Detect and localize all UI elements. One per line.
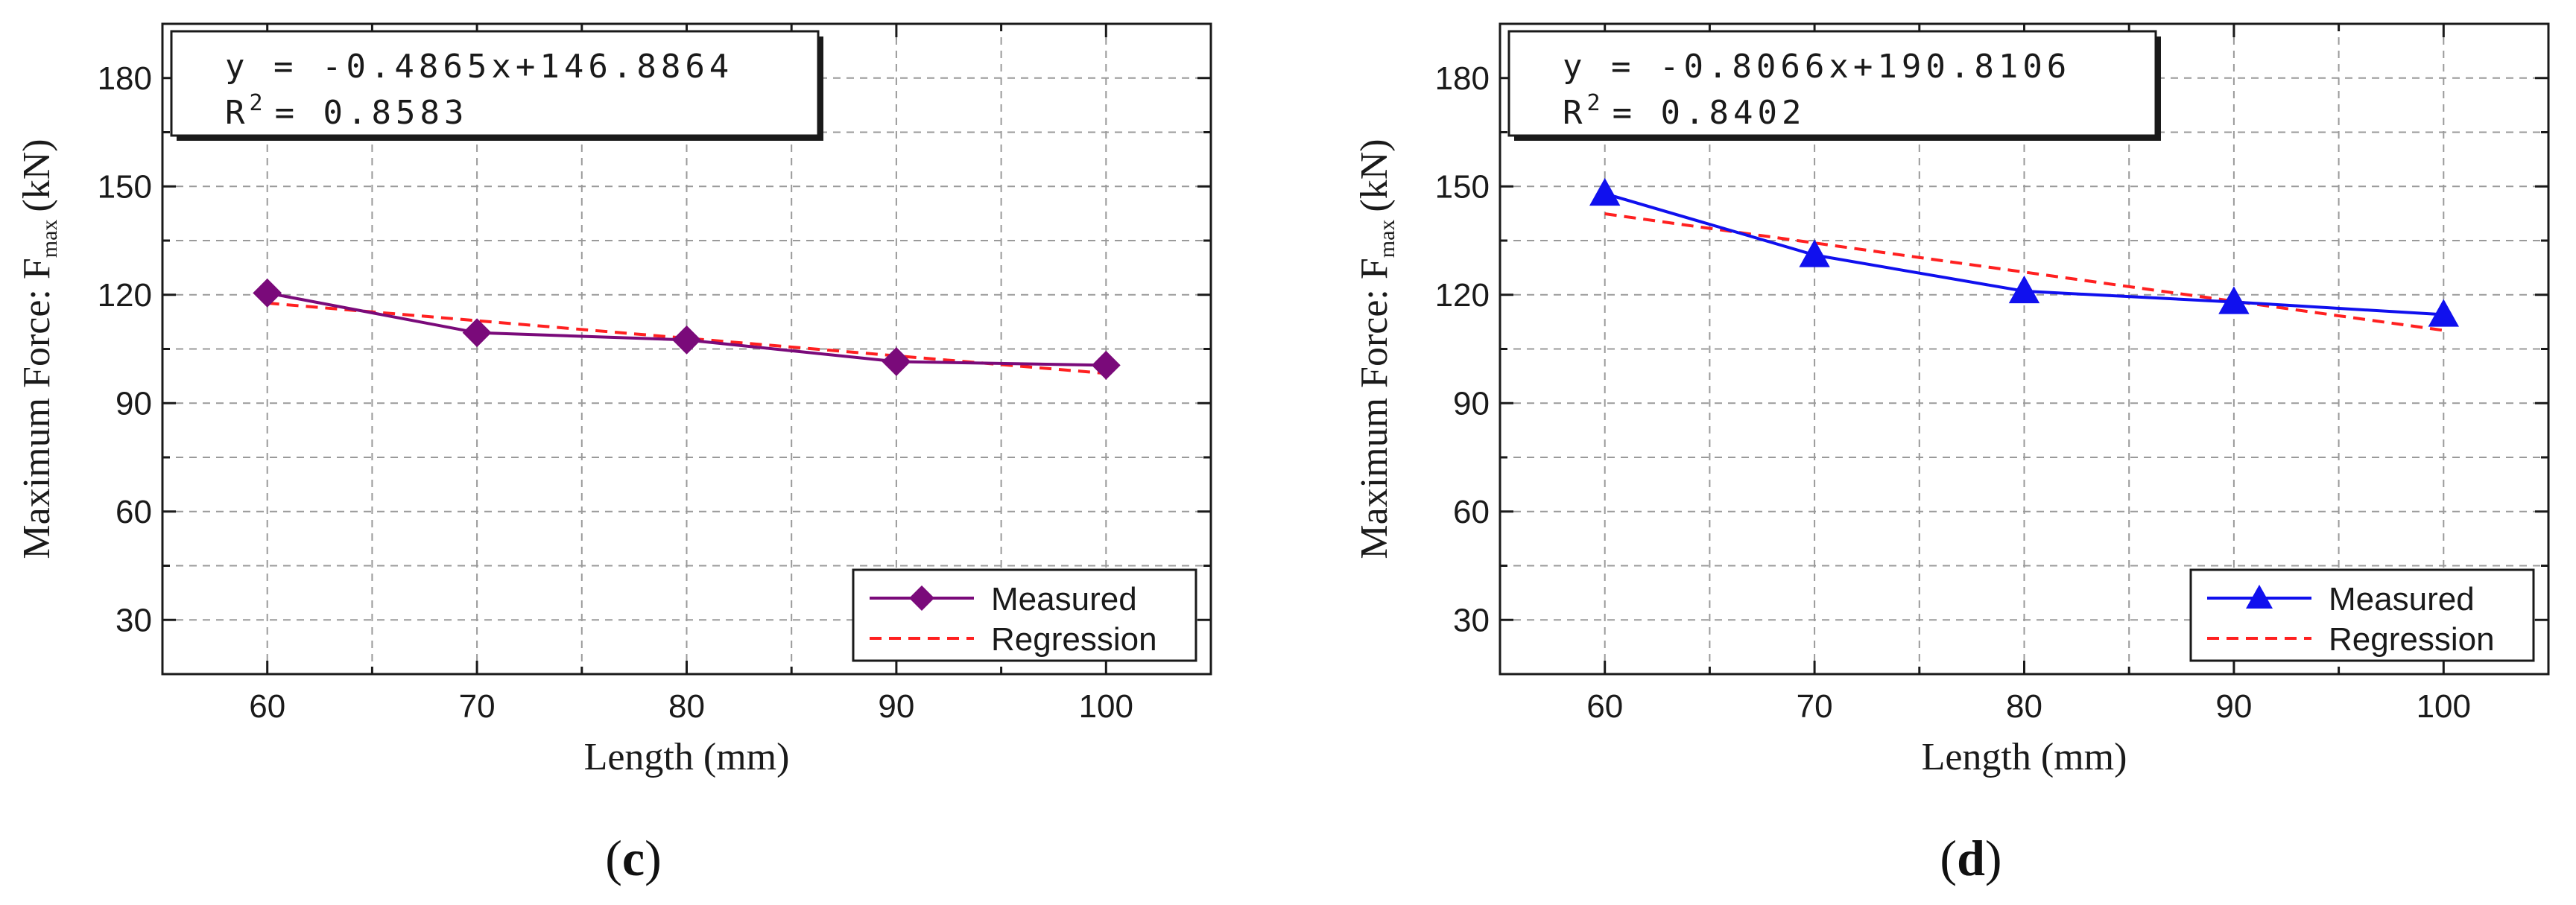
y-tick-label: 180 xyxy=(1435,60,1490,97)
r-squared-sup: 2 xyxy=(1587,90,1605,116)
x-tick-label: 70 xyxy=(1797,688,1833,725)
y-tick-label: 150 xyxy=(98,168,152,205)
y-tick-label: 60 xyxy=(1453,494,1490,530)
panel-label-letter: c xyxy=(622,830,645,886)
equation-box xyxy=(1507,30,2157,137)
panel-label: (d) xyxy=(1940,830,2001,886)
measured-point xyxy=(462,318,492,348)
x-tick-label: 80 xyxy=(668,688,705,725)
r-squared-prefix: R xyxy=(1563,94,1587,132)
y-tick-label: 180 xyxy=(98,60,152,97)
x-tick-label: 60 xyxy=(249,688,285,725)
measured-point xyxy=(2008,275,2040,304)
x-axis-title: Length (mm) xyxy=(1922,736,2127,778)
y-tick-label: 60 xyxy=(115,494,152,530)
r-squared-sup: 2 xyxy=(250,90,268,116)
y-axis-title-main: Maximum Force: F xyxy=(16,258,58,559)
y-axis-title-main: Maximum Force: F xyxy=(1353,258,1396,559)
measured-point xyxy=(882,347,911,376)
y-axis-title-sub: max xyxy=(37,220,62,258)
panel-label-close: ) xyxy=(645,830,662,886)
y-axis-title: Maximum Force: Fmax (kN) xyxy=(16,139,62,559)
x-tick-label: 90 xyxy=(878,688,914,725)
chart-panel-c: 60 70 80 90 100 30 60 90 120 150 180 Length (mm) Max… xyxy=(16,22,1212,886)
panel-label-open: ( xyxy=(1940,830,1957,886)
y-tick-label: 120 xyxy=(98,277,152,314)
chart-panel-d: 60 70 80 90 100 30 60 90 120 150 180 Length (mm) Max… xyxy=(1353,22,2550,886)
y-tick-label: 30 xyxy=(115,602,152,638)
y-tick-label: 90 xyxy=(1453,385,1490,422)
panel-label-letter: d xyxy=(1957,830,1985,886)
legend-measured-marker xyxy=(2246,585,2273,609)
x-tick-label: 100 xyxy=(1079,688,1133,725)
r-squared-value: = 0.8402 xyxy=(1613,94,1806,132)
measured-point xyxy=(1091,350,1121,380)
legend-measured-marker xyxy=(909,585,934,611)
legend-box xyxy=(2189,568,2535,662)
y-tick-label: 150 xyxy=(1435,168,1490,205)
measured-point xyxy=(253,278,282,308)
measured-point xyxy=(1799,239,1830,267)
r-squared-text: R2 = 0.8402 xyxy=(1563,90,1806,132)
measured-point xyxy=(1589,177,1621,206)
legend-measured-label: Measured xyxy=(991,581,1137,617)
legend-regression-label: Regression xyxy=(991,621,1157,658)
measured-point xyxy=(672,325,701,355)
legend-regression-label: Regression xyxy=(2329,621,2495,658)
measured-point xyxy=(2218,286,2250,314)
y-axis-title-unit: (kN) xyxy=(16,139,58,212)
equation-box xyxy=(170,30,820,137)
equation-text: y = -0.8066x+190.8106 xyxy=(1563,48,2071,86)
panel-label: (c) xyxy=(605,830,662,886)
legend-box xyxy=(852,568,1197,662)
r-squared-text: R2 = 0.8583 xyxy=(225,90,468,132)
y-tick-label: 120 xyxy=(1435,277,1490,314)
legend-measured-label: Measured xyxy=(2329,581,2475,617)
equation-text: y = -0.4865x+146.8864 xyxy=(225,48,733,86)
x-tick-label: 90 xyxy=(2215,688,2252,725)
x-tick-label: 100 xyxy=(2417,688,2471,725)
x-axis-title: Length (mm) xyxy=(584,736,790,778)
panel-label-close: ) xyxy=(1985,830,2002,886)
y-tick-label: 90 xyxy=(115,385,152,422)
r-squared-value: = 0.8583 xyxy=(275,94,469,132)
y-axis-title-sub: max xyxy=(1375,220,1399,258)
x-tick-label: 60 xyxy=(1586,688,1623,725)
panel-label-open: ( xyxy=(605,830,622,886)
y-tick-label: 30 xyxy=(1453,602,1490,638)
y-axis-title: Maximum Force: Fmax (kN) xyxy=(1353,139,1399,559)
x-tick-label: 70 xyxy=(459,688,496,725)
grid xyxy=(1500,24,2548,674)
y-axis-title-unit: (kN) xyxy=(1353,139,1396,212)
r-squared-prefix: R xyxy=(225,94,250,132)
x-tick-label: 80 xyxy=(2006,688,2042,725)
measured-point xyxy=(2428,299,2459,327)
